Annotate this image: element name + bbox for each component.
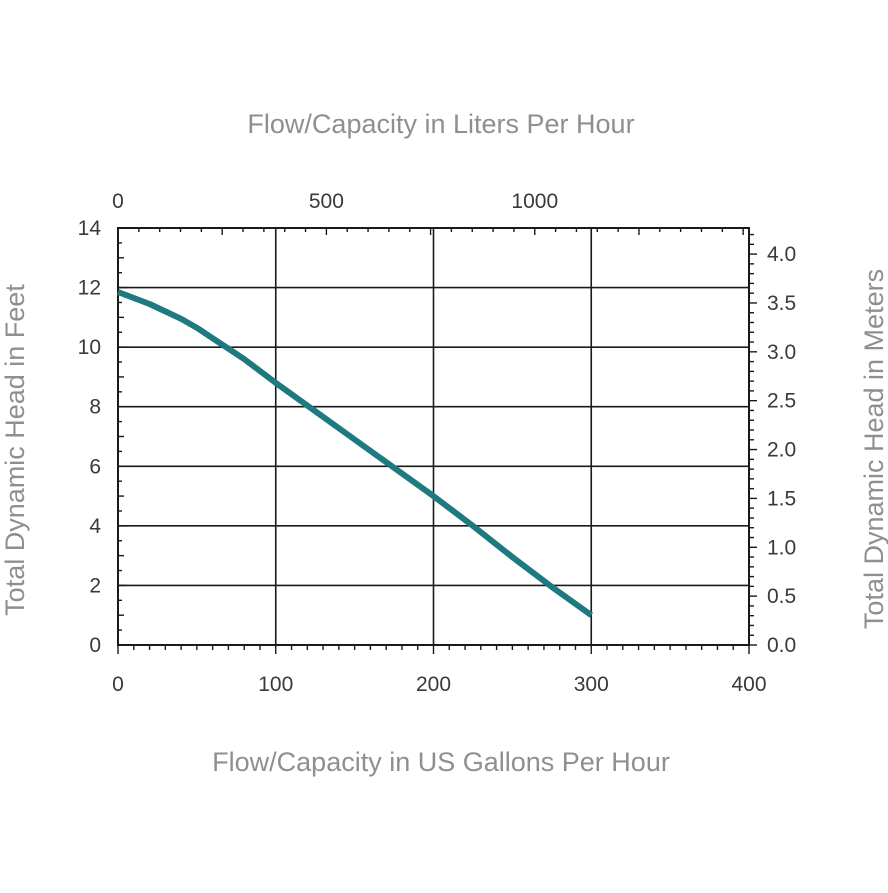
right-tick-label-2.5: 2.5 — [767, 390, 796, 413]
bottom-tick-label-400: 400 — [731, 673, 766, 696]
right-tick-label-1.0: 1.0 — [767, 536, 796, 559]
bottom-tick-label-300: 300 — [574, 673, 609, 696]
left-tick-label-4: 4 — [89, 515, 101, 538]
right-tick-label-3.5: 3.5 — [767, 292, 796, 315]
major-ticks — [117, 227, 757, 654]
top-axis-title: Flow/Capacity in Liters Per Hour — [247, 109, 634, 139]
left-tick-label-10: 10 — [78, 336, 101, 359]
left-tick-label-2: 2 — [89, 574, 101, 597]
left-tick-label-0: 0 — [89, 634, 101, 657]
right-tick-label-4.0: 4.0 — [767, 243, 796, 266]
right-axis-title: Total Dynamic Head in Meters — [859, 269, 888, 629]
left-tick-label-8: 8 — [89, 396, 101, 419]
bottom-axis-title: Flow/Capacity in US Gallons Per Hour — [212, 747, 670, 777]
right-tick-label-0.0: 0.0 — [767, 634, 796, 657]
left-tick-label-6: 6 — [89, 455, 101, 478]
plot-frame — [117, 227, 750, 646]
bottom-tick-label-100: 100 — [258, 673, 293, 696]
left-axis-title: Total Dynamic Head in Feet — [0, 284, 30, 616]
right-tick-label-3.0: 3.0 — [767, 341, 796, 364]
right-tick-label-0.5: 0.5 — [767, 585, 796, 608]
right-tick-label-2.0: 2.0 — [767, 439, 796, 462]
tick-labels: 0 100 200 300 400 0 500 1000 0 2 4 6 8 10 12 14 0.0 0.5 1.… — [78, 190, 797, 696]
series-line-flow-curve — [116, 289, 594, 618]
grid-lines — [118, 228, 749, 645]
right-tick-label-1.5: 1.5 — [767, 487, 796, 510]
minor-ticks — [118, 228, 754, 650]
left-tick-label-12: 12 — [78, 277, 101, 300]
bottom-tick-label-0: 0 — [112, 673, 124, 696]
top-tick-label-500: 500 — [309, 190, 344, 213]
left-tick-label-14: 14 — [78, 217, 102, 240]
bottom-tick-label-200: 200 — [416, 673, 451, 696]
top-tick-label-0: 0 — [112, 190, 124, 213]
top-tick-label-1000: 1000 — [511, 190, 558, 213]
